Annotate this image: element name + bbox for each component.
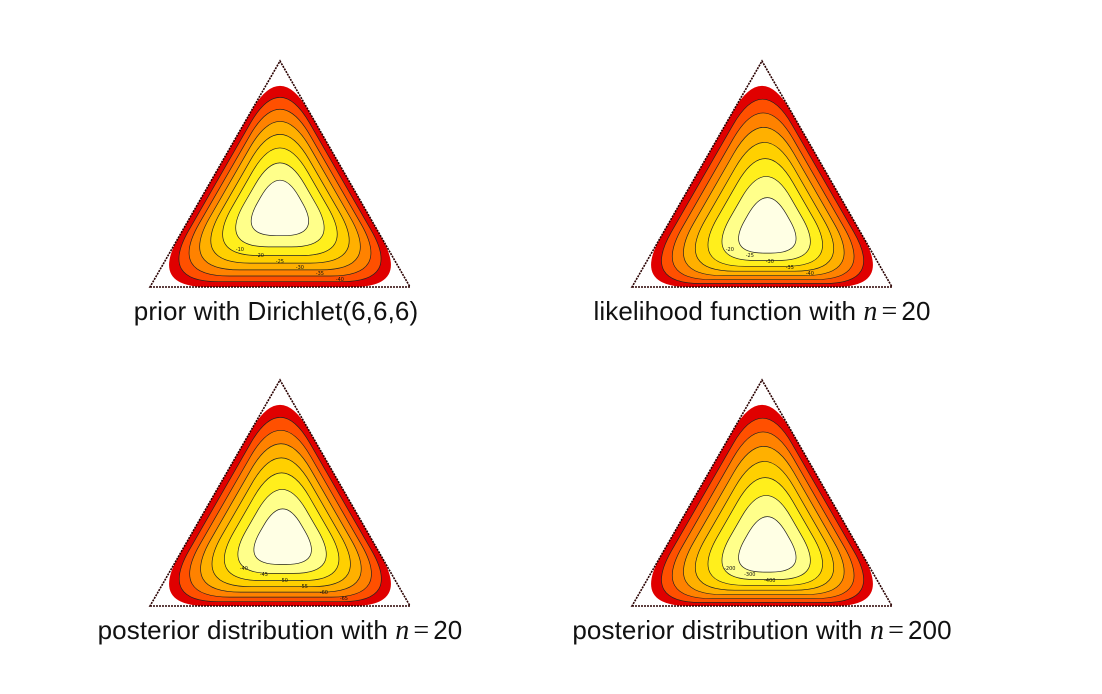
contour-level-label: -40 <box>336 277 344 283</box>
caption-equals: = <box>413 615 430 646</box>
contour-level-label: -40 <box>240 566 248 572</box>
contour-level-label: -25 <box>746 253 754 259</box>
triangle-border <box>148 378 412 607</box>
caption-posterior-200: posterior distribution with n = 200 <box>562 615 962 647</box>
contour-band <box>250 179 309 237</box>
contour-level-label: -55 <box>300 584 308 590</box>
contour-level-label: -10 <box>236 247 244 253</box>
ternary-contour-posterior-200: -200 -300 -400 <box>630 378 894 607</box>
figure: -10 -20 -25 -30 -35 -40 prior with Dirichlet(… <box>80 55 962 646</box>
contour-level-label: -300 <box>744 572 755 578</box>
contour-level-label: -20 <box>726 247 734 253</box>
caption-posterior-20: posterior distribution with n = 20 <box>80 615 480 647</box>
contour-bands <box>169 85 391 287</box>
caption-variable: n <box>863 296 878 327</box>
caption-equals: = <box>881 296 898 327</box>
panel-posterior-20: -40 -45 -50 -55 -60 -65 posterior distributio… <box>80 374 480 694</box>
triangle-border <box>148 59 412 288</box>
caption-value: 20 <box>901 296 931 326</box>
contour-level-label: -65 <box>340 596 348 602</box>
contour-level-label: -25 <box>276 259 284 265</box>
contour-level-label: -60 <box>320 590 328 596</box>
contour-band <box>738 197 797 254</box>
caption-text: prior with Dirichlet(6,6,6) <box>133 296 419 326</box>
caption-prior: prior with Dirichlet(6,6,6) <box>80 296 480 328</box>
contour-level-label: -20 <box>256 253 264 259</box>
caption-variable: n <box>395 615 410 646</box>
triangle-border <box>630 59 894 288</box>
caption-value: 200 <box>907 615 952 645</box>
contour-band <box>253 508 312 565</box>
caption-equals <box>418 296 426 327</box>
panel-likelihood: -20 -25 -30 -35 -40 likelihood function with… <box>562 55 962 375</box>
ternary-contour-likelihood: -20 -25 -30 -35 -40 <box>630 59 894 288</box>
caption-variable: n <box>869 615 885 646</box>
caption-text: posterior distribution with <box>572 615 870 645</box>
caption-value: 20 <box>433 615 463 645</box>
contour-level-label: -30 <box>296 265 304 271</box>
contour-band <box>738 516 797 573</box>
panel-posterior-200: -200 -300 -400 posterior distribution with… <box>562 374 962 694</box>
contour-level-label: -45 <box>260 572 268 578</box>
ternary-contour-prior: -10 -20 -25 -30 -35 -40 <box>148 59 412 288</box>
contour-level-label: -35 <box>786 265 794 271</box>
contour-level-label: -30 <box>766 259 774 265</box>
contour-level-label: -40 <box>806 271 814 277</box>
caption-text: posterior distribution with <box>97 615 396 645</box>
contour-level-label: -200 <box>724 566 735 572</box>
contour-bands <box>169 404 391 606</box>
contour-level-label: -50 <box>280 578 288 584</box>
triangle-border <box>630 378 894 607</box>
contour-level-label: -400 <box>764 578 775 584</box>
caption-text: likelihood function with <box>593 296 864 326</box>
ternary-contour-posterior-20: -40 -45 -50 -55 -60 -65 <box>148 378 412 607</box>
panel-prior: -10 -20 -25 -30 -35 -40 prior with Dirichlet(… <box>80 55 480 375</box>
caption-equals: = <box>888 615 904 646</box>
contour-bands <box>651 404 873 606</box>
caption-likelihood: likelihood function with n = 20 <box>562 296 962 328</box>
contour-bands <box>651 85 873 287</box>
contour-level-label: -35 <box>316 271 324 277</box>
